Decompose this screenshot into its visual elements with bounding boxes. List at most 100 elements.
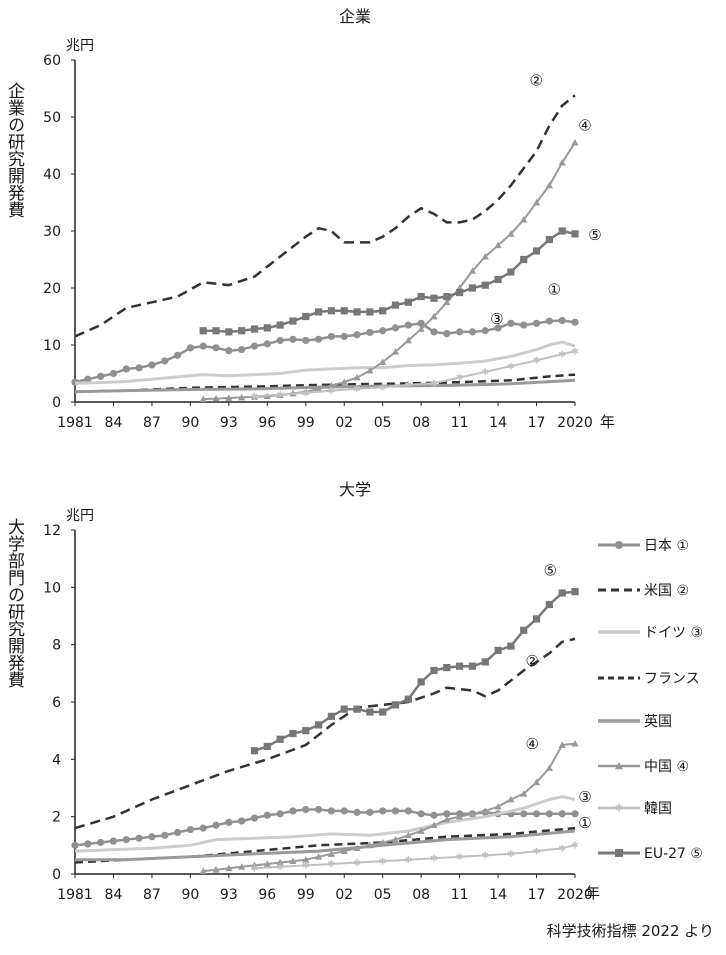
data-point-日本 — [327, 332, 336, 341]
data-point-日本 — [97, 372, 105, 380]
data-point-中国 — [250, 861, 259, 869]
source-note: 科学技術指標 2022 より — [546, 922, 714, 940]
x-tick-label: 2020 — [557, 415, 593, 431]
x-tick-label: 96 — [258, 887, 276, 903]
y-tick-label: 2 — [52, 810, 61, 826]
data-point-日本 — [520, 321, 528, 329]
data-point-EU-27 — [250, 747, 259, 755]
data-point-中国 — [199, 395, 207, 403]
x-tick-label: 93 — [220, 887, 238, 903]
x-tick-label: 17 — [528, 887, 546, 903]
data-point-EU-27 — [468, 284, 477, 292]
series-line-EU-27 — [254, 590, 576, 752]
x-tick-label: 90 — [181, 415, 199, 431]
data-point-韓国: ✱ — [456, 852, 464, 863]
data-point-EU-27 — [456, 662, 464, 670]
x-tick-label: 84 — [105, 415, 123, 431]
data-point-日本 — [353, 331, 361, 339]
data-point-中国 — [391, 836, 400, 843]
data-point-日本 — [507, 319, 515, 327]
data-point-日本 — [148, 833, 156, 841]
data-point-日本 — [443, 330, 451, 338]
data-point-韓国: ✱ — [404, 855, 412, 866]
legend-marker: ✱ — [615, 803, 624, 815]
series-line-米国 — [74, 637, 576, 830]
data-point-中国 — [507, 795, 515, 803]
legend-label: 日本 ① — [644, 538, 689, 554]
series-line-日本 — [74, 319, 576, 384]
data-point-韓国: ✱ — [430, 853, 438, 864]
x-tick-label: 1981 — [57, 415, 93, 431]
legend-label: ドイツ ③ — [644, 625, 703, 641]
data-point-中国 — [494, 241, 502, 249]
data-point-日本 — [84, 840, 92, 848]
y-axis-label: 大学部門の研究開発費 — [4, 518, 25, 688]
data-point-日本 — [456, 328, 464, 336]
data-point-EU-27 — [532, 247, 541, 255]
series-line-英国 — [74, 378, 576, 394]
data-point-中国 — [430, 312, 438, 320]
chart-title: 企業 — [339, 7, 371, 26]
x-tick-label: 93 — [220, 415, 238, 431]
y-tick-label: 4 — [52, 752, 61, 768]
x-tick-label: 14 — [489, 887, 507, 903]
data-point-中国 — [340, 847, 348, 854]
data-point-日本 — [238, 345, 246, 354]
data-point-日本 — [212, 821, 220, 829]
data-point-日本 — [571, 810, 579, 818]
data-point-日本 — [289, 807, 297, 815]
data-point-EU-27 — [545, 600, 553, 609]
data-point-中国 — [545, 764, 553, 771]
series-tag: ① — [578, 814, 591, 832]
series-line-ドイツ — [74, 795, 576, 853]
data-point-日本 — [225, 347, 233, 355]
data-point-韓国: ✱ — [302, 388, 310, 399]
data-point-EU-27 — [353, 705, 361, 713]
data-point-韓国: ✱ — [251, 864, 259, 875]
data-point-EU-27 — [212, 327, 220, 335]
data-point-日本 — [327, 807, 336, 815]
data-point-日本 — [109, 369, 118, 378]
data-point-韓国: ✱ — [507, 849, 515, 860]
x-tick-label: 08 — [412, 415, 430, 431]
data-point-EU-27 — [468, 662, 477, 670]
data-point-中国 — [520, 216, 528, 223]
data-point-中国 — [558, 159, 566, 166]
data-point-中国 — [327, 381, 336, 389]
data-point-中国 — [263, 860, 271, 867]
data-point-中国 — [212, 394, 220, 402]
data-point-韓国: ✱ — [456, 373, 464, 384]
data-point-日本 — [71, 841, 79, 849]
series-tag: ③ — [578, 788, 591, 806]
y-tick-label: 12 — [43, 523, 61, 539]
data-point-中国 — [571, 139, 579, 146]
data-point-EU-27 — [340, 307, 348, 315]
data-point-日本 — [430, 811, 438, 819]
x-tick-label: 08 — [412, 887, 430, 903]
series-line-EU-27 — [203, 229, 576, 334]
data-point-日本 — [161, 357, 169, 365]
unit-label: 兆円 — [66, 38, 94, 54]
data-point-日本 — [532, 319, 541, 327]
data-point-日本 — [404, 321, 412, 329]
y-tick-label: 0 — [52, 395, 61, 411]
chart-title: 大学 — [339, 480, 371, 499]
data-point-日本 — [468, 328, 477, 336]
data-point-中国 — [443, 815, 451, 823]
data-point-日本 — [558, 316, 566, 325]
data-point-日本 — [161, 831, 169, 839]
data-point-日本 — [366, 328, 374, 337]
data-point-中国 — [366, 367, 374, 374]
data-point-韓国: ✱ — [327, 859, 335, 870]
data-point-EU-27 — [443, 292, 451, 301]
x-tick-label: 02 — [335, 887, 353, 903]
data-point-中国 — [468, 810, 477, 817]
x-axis-unit: 年 — [600, 413, 615, 431]
data-point-日本 — [302, 805, 310, 814]
data-point-中国 — [443, 298, 451, 306]
data-point-EU-27 — [430, 666, 438, 675]
series-tag: ⑤ — [588, 226, 601, 244]
data-point-日本 — [263, 340, 271, 348]
x-tick-label: 17 — [528, 415, 546, 431]
data-point-中国 — [327, 850, 336, 857]
